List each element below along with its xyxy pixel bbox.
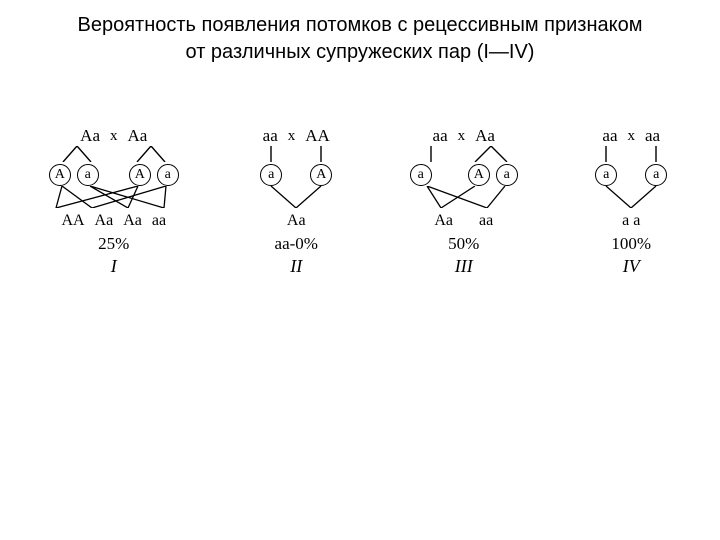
gamete: a [260, 164, 282, 186]
page-title: Вероятность появления потомков с рецесси… [0, 0, 720, 66]
offspring-row: Aa [287, 212, 306, 230]
offspring: a a [622, 212, 640, 230]
offspring-row: a a [622, 212, 640, 230]
gamete: A [49, 164, 71, 186]
fork-lines [251, 146, 341, 162]
parents-row: aa x AA [263, 126, 330, 146]
offspring-row: Aa aa [434, 212, 493, 230]
parent-right: Aa [128, 126, 148, 146]
parent-right: Aa [475, 126, 495, 146]
cross-icon: x [288, 128, 296, 145]
panel-numeral: II [290, 256, 302, 277]
percent-label: 100% [611, 234, 651, 254]
gamete: a [77, 164, 99, 186]
gamete: A [468, 164, 490, 186]
parent-right: aa [645, 126, 660, 146]
fork-lines [49, 146, 179, 162]
offspring-row: AA Aa Aa aa [61, 212, 166, 230]
gamete: a [410, 164, 432, 186]
gametes-row: a a [595, 164, 667, 186]
gametes-row: A a A a [49, 164, 179, 186]
title-line-1: Вероятность появления потомков с рецесси… [78, 14, 643, 36]
parent-left: Aa [80, 126, 100, 146]
offspring: aa [479, 212, 493, 230]
fork-lines [409, 146, 519, 162]
parents-row: aa x aa [602, 126, 660, 146]
offspring: Aa [123, 212, 142, 230]
parent-left: aa [263, 126, 278, 146]
parent-left: aa [602, 126, 617, 146]
gamete: a [157, 164, 179, 186]
panel-numeral: I [111, 256, 117, 277]
parents-row: Aa x Aa [80, 126, 147, 146]
gamete: A [310, 164, 332, 186]
combine-lines [409, 186, 519, 208]
combine-lines [251, 186, 341, 208]
combine-lines [44, 186, 184, 208]
offspring: AA [61, 212, 84, 230]
gamete: a [645, 164, 667, 186]
cross-icon: x [110, 128, 118, 145]
panels-container: Aa x Aa A a A a AA Aa Aa aa 25% I aa x [0, 66, 720, 277]
panel-4: aa x aa a a a a 100% IV [586, 126, 676, 277]
parent-left: aa [433, 126, 448, 146]
combine-lines [586, 186, 676, 208]
gamete: A [129, 164, 151, 186]
panel-numeral: IV [623, 256, 640, 277]
panel-1: Aa x Aa A a A a AA Aa Aa aa 25% I [44, 126, 184, 277]
offspring: Aa [95, 212, 114, 230]
offspring: Aa [434, 212, 453, 230]
percent-label: aa-0% [275, 234, 318, 254]
cross-icon: x [628, 128, 636, 145]
panel-numeral: III [455, 256, 473, 277]
gamete: a [595, 164, 617, 186]
percent-label: 25% [98, 234, 129, 254]
offspring: aa [152, 212, 166, 230]
parent-right: AA [305, 126, 330, 146]
offspring: Aa [287, 212, 306, 230]
percent-label: 50% [448, 234, 479, 254]
cross-icon: x [458, 128, 466, 145]
panel-3: aa x Aa a A a Aa aa 50% III [409, 126, 519, 277]
gametes-row: a A [260, 164, 332, 186]
gametes-row: a A a [410, 164, 518, 186]
title-line-2: от различных супружеских пар (I—IV) [186, 41, 535, 63]
fork-lines [586, 146, 676, 162]
panel-2: aa x AA a A Aa aa-0% II [251, 126, 341, 277]
gamete: a [496, 164, 518, 186]
parents-row: aa x Aa [433, 126, 495, 146]
